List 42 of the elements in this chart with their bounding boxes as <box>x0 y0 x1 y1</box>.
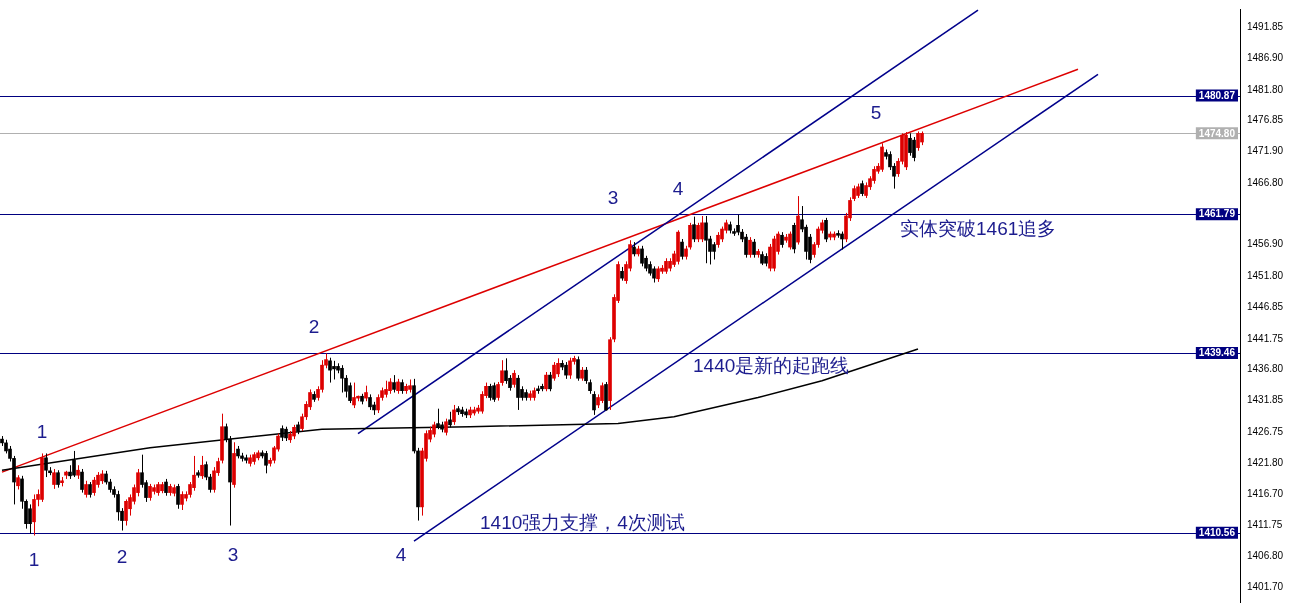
y-tick-label: 1491.85 <box>1247 21 1284 33</box>
ref-line-label: 1474.80 <box>1198 127 1236 139</box>
annotation: 1 <box>28 549 40 571</box>
annotation: 2 <box>116 546 128 568</box>
annotation: 1440是新的起跑线 <box>693 355 850 377</box>
y-tick-label: 1416.70 <box>1247 488 1284 500</box>
ref-line-label: 1461.79 <box>1198 208 1236 220</box>
ref-line-label: 1410.56 <box>1198 526 1236 538</box>
y-tick-label: 1451.80 <box>1247 270 1284 282</box>
candlestick <box>528 390 532 402</box>
ref-line-label: 1480.87 <box>1198 89 1236 101</box>
y-tick-label: 1466.80 <box>1247 176 1284 188</box>
candlestick <box>728 221 732 234</box>
y-tick-label: 1476.85 <box>1247 114 1284 126</box>
y-tick-label: 1436.80 <box>1247 363 1284 375</box>
y-tick-label: 1426.75 <box>1247 425 1284 437</box>
y-tick-label: 1481.80 <box>1247 83 1284 95</box>
annotation: 实体突破1461追多 <box>900 218 1057 240</box>
y-tick-label: 1471.90 <box>1247 145 1284 157</box>
annotation: 3 <box>227 544 239 566</box>
annotation: 2 <box>308 316 320 338</box>
annotation: 1410强力支撑，4次测试 <box>480 512 685 534</box>
y-tick-label: 1486.90 <box>1247 51 1284 63</box>
y-tick-label: 1421.80 <box>1247 456 1284 468</box>
y-tick-label: 1406.80 <box>1247 549 1284 561</box>
y-tick-label: 1456.90 <box>1247 238 1284 250</box>
ref-line-label: 1439.46 <box>1198 347 1236 359</box>
annotation: 4 <box>672 178 684 200</box>
candlestick <box>196 469 200 479</box>
candlestick <box>408 378 412 394</box>
y-tick-label: 1401.70 <box>1247 581 1284 593</box>
candlestick <box>60 476 64 487</box>
y-tick-label: 1431.85 <box>1247 394 1284 406</box>
y-tick-label: 1441.75 <box>1247 332 1284 344</box>
annotation: 4 <box>395 544 407 566</box>
candlestick <box>536 385 540 395</box>
annotation: 3 <box>607 187 619 209</box>
y-tick-label: 1411.75 <box>1247 518 1283 530</box>
candlestick <box>172 484 176 497</box>
annotation: 5 <box>870 102 882 124</box>
y-tick-label: 1446.85 <box>1247 300 1284 312</box>
annotation: 1 <box>36 421 48 443</box>
